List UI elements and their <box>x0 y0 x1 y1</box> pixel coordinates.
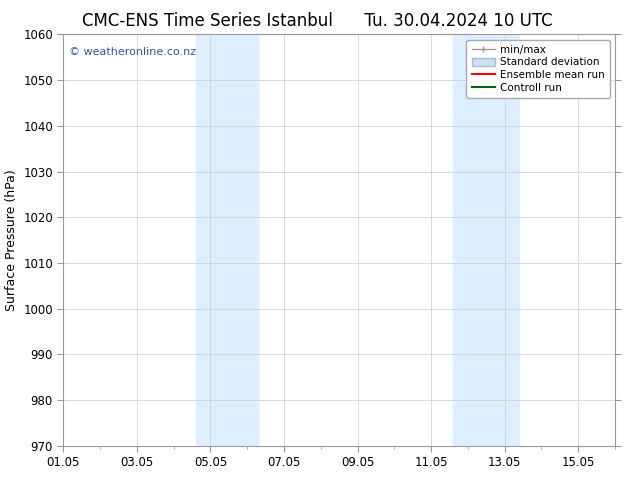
Bar <box>453 34 519 446</box>
Text: CMC-ENS Time Series Istanbul      Tu. 30.04.2024 10 UTC: CMC-ENS Time Series Istanbul Tu. 30.04.2… <box>82 12 552 30</box>
Bar <box>196 34 258 446</box>
Legend: min/max, Standard deviation, Ensemble mean run, Controll run: min/max, Standard deviation, Ensemble me… <box>467 40 610 98</box>
Text: © weatheronline.co.nz: © weatheronline.co.nz <box>69 47 196 57</box>
Y-axis label: Surface Pressure (hPa): Surface Pressure (hPa) <box>4 169 18 311</box>
